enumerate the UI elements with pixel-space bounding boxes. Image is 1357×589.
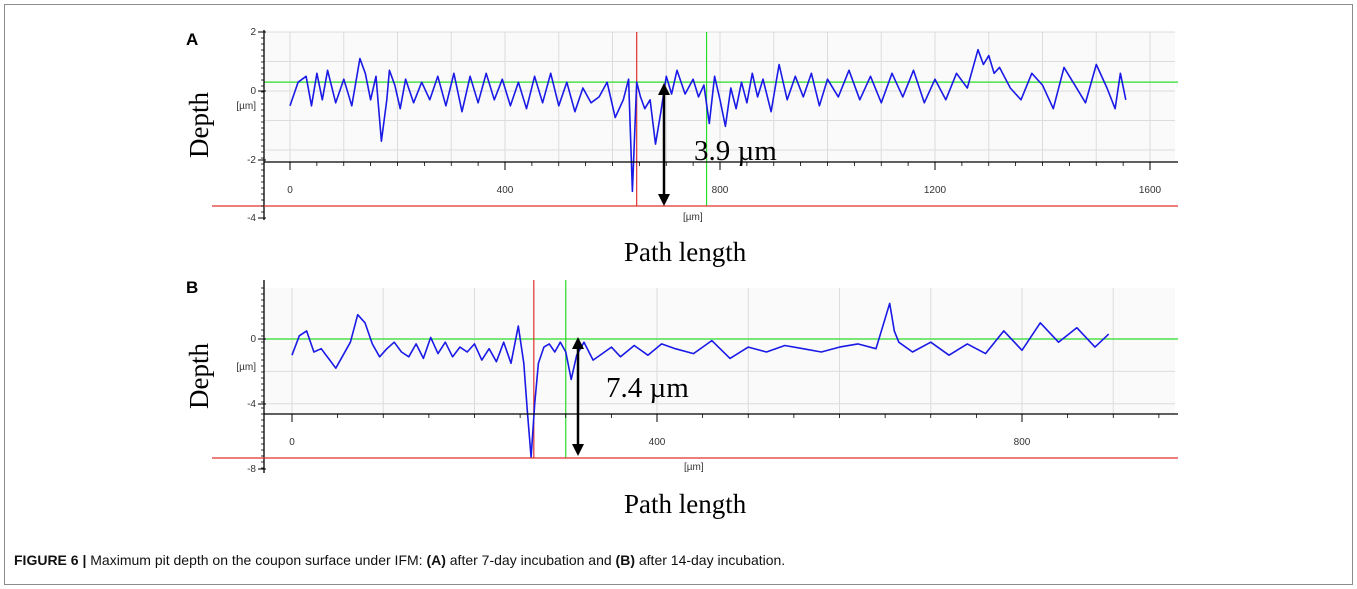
- arrow-head-top: [658, 83, 670, 95]
- figure-caption: FIGURE 6 | Maximum pit depth on the coup…: [14, 552, 785, 568]
- y-tick-label: [µm]: [236, 101, 256, 112]
- caption-a-marker: (A): [426, 552, 446, 568]
- y-tick-label: 0: [250, 86, 256, 97]
- caption-text-1: Maximum pit depth on the coupon surface …: [86, 552, 427, 568]
- panel-b-y-ticks: 0 [µm] -4 -8: [236, 287, 266, 475]
- caption-text-3: after 14-day incubation.: [634, 552, 786, 568]
- caption-b-marker: (B): [615, 552, 635, 568]
- x-tick-label: 800: [1014, 437, 1031, 448]
- panel-b-depth-arrow: [572, 337, 584, 456]
- y-tick-label: -4: [247, 399, 256, 410]
- panel-a-xlabel: Path length: [624, 237, 747, 267]
- y-tick-label: 2: [250, 27, 256, 38]
- panel-a-profile-line: [289, 48, 1127, 193]
- panel-a-x-ticks: 0 400 800 1200 1600: [287, 162, 1162, 196]
- figure-frame: [4, 4, 1353, 585]
- panel-b: B 0 [µm] -4 -8 0 400 800 [µm] Depth Path leng…: [184, 278, 1178, 519]
- panel-b-depth-annotation: 7.4 µm: [606, 372, 689, 404]
- x-tick-label: 800: [712, 185, 729, 196]
- arrow-head-bottom: [658, 194, 670, 206]
- arrow-head-bottom: [572, 444, 584, 456]
- panel-b-profile-line: [291, 302, 1110, 459]
- panel-a-x-unit: [µm]: [683, 212, 703, 223]
- x-tick-label: 0: [289, 437, 295, 448]
- x-tick-label: 400: [497, 185, 514, 196]
- x-tick-label: 0: [287, 185, 293, 196]
- panel-a-depth-arrow: [658, 83, 670, 206]
- panel-b-x-unit: [µm]: [684, 462, 704, 473]
- panel-a: A 20[µm]-2-4 0 400 800 1200 1600 [µm] Depth …: [184, 27, 1178, 267]
- panel-b-letter: B: [186, 278, 198, 297]
- caption-text-2: after 7-day incubation and: [445, 552, 616, 568]
- panel-b-xlabel: Path length: [624, 489, 747, 519]
- x-tick-label: 1600: [1139, 185, 1162, 196]
- panel-a-letter: A: [186, 30, 198, 49]
- panel-b-x-ticks: 0 400 800: [289, 414, 1160, 448]
- y-tick-label: -8: [247, 464, 256, 475]
- panel-a-depth-annotation: 3.9 µm: [694, 135, 777, 167]
- y-tick-label: 0: [250, 334, 256, 345]
- figure-canvas: A 20[µm]-2-4 0 400 800 1200 1600 [µm] Depth …: [184, 27, 1178, 519]
- x-tick-label: 1200: [924, 185, 947, 196]
- panel-b-plot-area: [264, 288, 1175, 414]
- y-tick-label: [µm]: [236, 362, 256, 373]
- x-tick-label: 400: [649, 437, 666, 448]
- panel-b-ylabel: Depth: [184, 343, 214, 409]
- panel-a-hgrid: [264, 31, 1175, 151]
- panel-a-y-ticks: 2 0 [µm] -2 -4: [236, 27, 266, 224]
- y-tick-label: -2: [247, 155, 256, 166]
- y-tick-label: -4: [247, 213, 256, 224]
- panel-a-ylabel: Depth: [184, 92, 214, 158]
- caption-label: FIGURE 6 |: [14, 552, 87, 568]
- arrow-head-top: [572, 337, 584, 349]
